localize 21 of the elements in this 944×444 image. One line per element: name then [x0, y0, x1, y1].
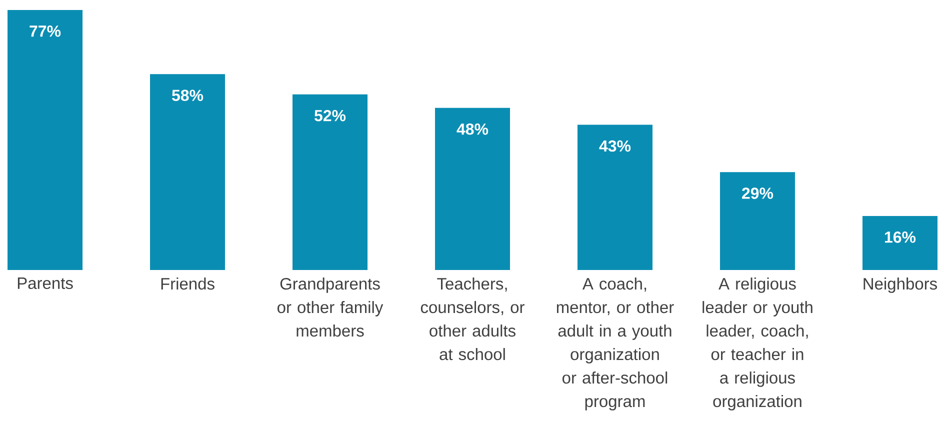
x-tick-label: Friends: [161, 278, 214, 290]
x-tick-label: Parents: [18, 278, 73, 290]
bar: [8, 10, 83, 270]
x-tick-label: Grandparents or other family members: [278, 278, 384, 337]
bar: [435, 108, 510, 270]
bar: [292, 94, 368, 270]
data-label: 58%: [172, 90, 204, 102]
data-label: 52%: [314, 110, 346, 122]
x-tick-label: A coach, mentor, or other adult in a youth organization or after-school program: [556, 278, 674, 410]
bar: [720, 172, 795, 270]
bar: [862, 216, 938, 270]
data-label: 43%: [599, 140, 631, 152]
x-tick-label: A religious leader or youth leader, coach, or teacher in a religious organization: [702, 278, 812, 410]
data-label: 29%: [742, 188, 774, 199]
bar: [150, 74, 226, 270]
x-tick-label: Teachers, counselors, or other adults at school: [420, 278, 524, 360]
x-tick-label: Neighbors: [864, 278, 937, 293]
data-label: 77%: [30, 26, 61, 37]
data-label: 16%: [884, 232, 916, 243]
data-label: 48%: [456, 123, 488, 135]
bar: [578, 124, 652, 270]
